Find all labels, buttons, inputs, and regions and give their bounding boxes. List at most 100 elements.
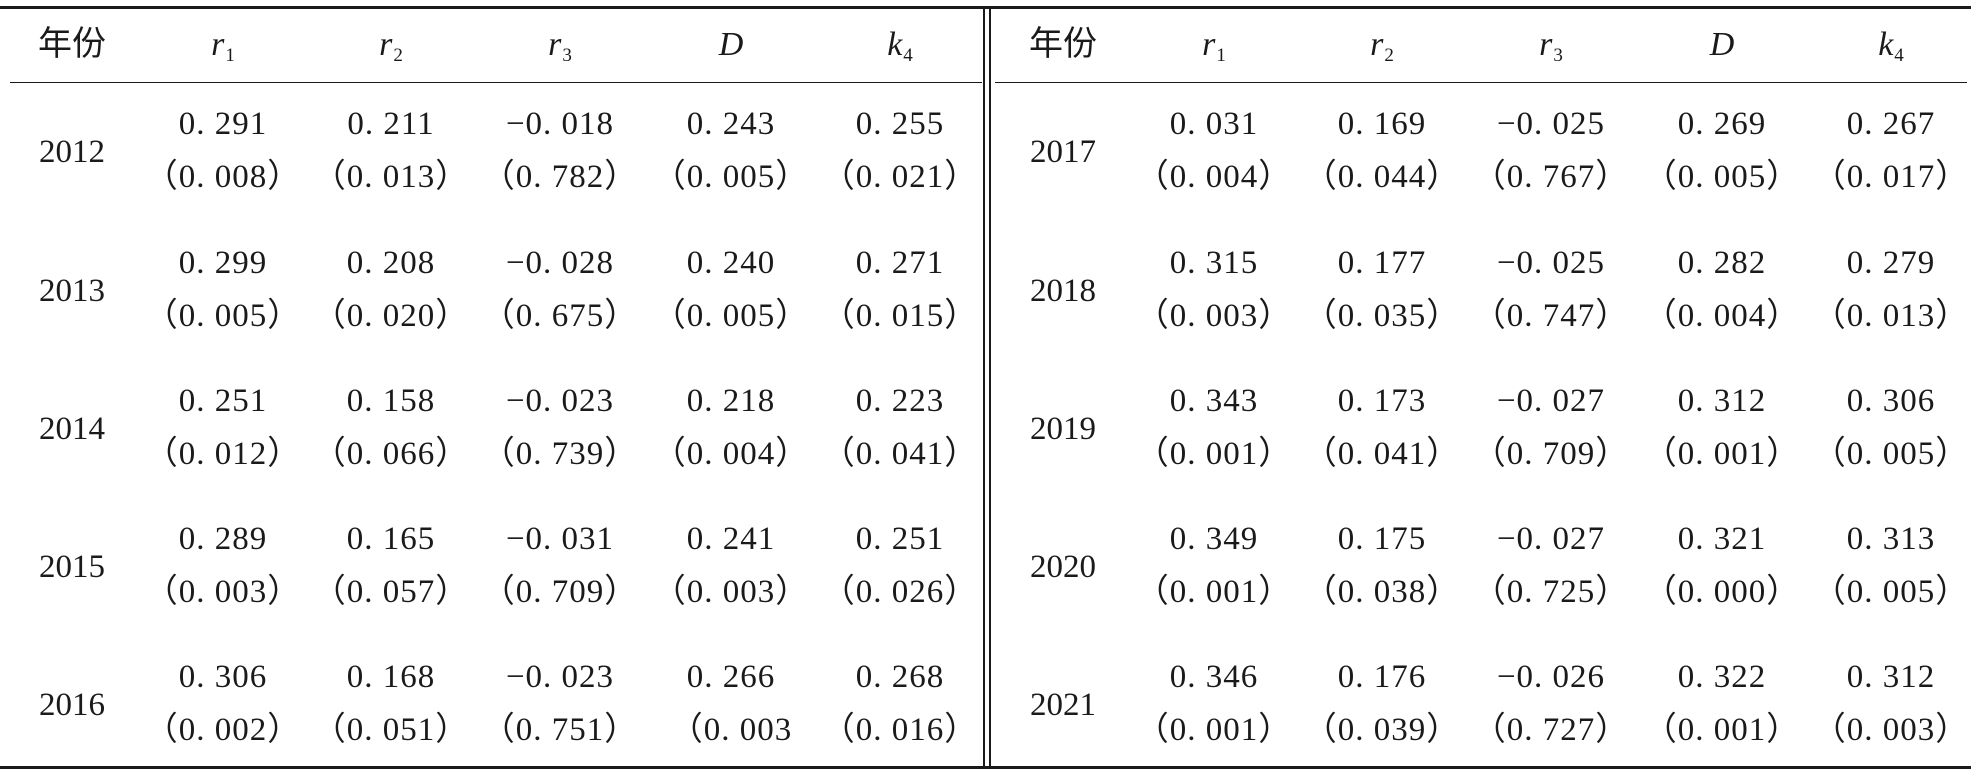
- row-year: 2020: [1030, 549, 1096, 585]
- coef-value: 0. 176: [1337, 659, 1427, 695]
- row-year: 2016: [39, 687, 105, 723]
- p-value: （0. 005）: [652, 298, 810, 334]
- p-value: （0. 002）: [144, 712, 302, 748]
- coef-value: −0. 027: [1496, 383, 1606, 419]
- p-value: （0. 725）: [1472, 574, 1630, 610]
- p-value: （0. 038）: [1303, 574, 1461, 610]
- coef-value: 0. 177: [1337, 245, 1427, 281]
- coef-value: 0. 223: [855, 383, 945, 419]
- p-value: （0. 008）: [144, 159, 302, 195]
- p-value: （0. 782）: [481, 159, 639, 195]
- coef-value: 0. 175: [1337, 521, 1427, 557]
- p-value: （0. 004）: [1135, 159, 1293, 195]
- header-col-d: D: [718, 26, 744, 63]
- coef-value: 0. 173: [1337, 383, 1427, 419]
- coef-value: 0. 312: [1677, 383, 1767, 419]
- coef-value: 0. 243: [686, 106, 776, 142]
- coef-value: 0. 321: [1677, 521, 1767, 557]
- table-bottom-rule: [0, 766, 1971, 769]
- coef-value: 0. 251: [178, 383, 268, 419]
- table-top-rule: [0, 6, 1971, 9]
- coef-value: 0. 349: [1169, 521, 1259, 557]
- header-col-k4: k4: [1878, 26, 1904, 66]
- p-value: （0. 041）: [821, 436, 979, 472]
- coef-value: 0. 218: [686, 383, 776, 419]
- coef-value: 0. 279: [1846, 245, 1936, 281]
- header-year: 年份: [1029, 26, 1097, 63]
- p-value: （0. 003）: [1812, 712, 1970, 748]
- panel-divider-line: [983, 7, 985, 768]
- row-year: 2019: [1030, 411, 1096, 447]
- coef-value: 0. 255: [855, 106, 945, 142]
- header-col-r1: r1: [211, 26, 235, 66]
- header-rule-right: [995, 82, 1967, 83]
- header-rule-left: [10, 82, 982, 83]
- p-value: （0. 001）: [1135, 574, 1293, 610]
- coef-value: 0. 289: [178, 521, 268, 557]
- p-value: （0. 005）: [652, 159, 810, 195]
- coef-value: −0. 031: [505, 521, 615, 557]
- coef-value: 0. 208: [346, 245, 436, 281]
- coef-value: 0. 251: [855, 521, 945, 557]
- coef-value: 0. 313: [1846, 521, 1936, 557]
- coef-value: 0. 306: [178, 659, 268, 695]
- coef-value: 0. 312: [1846, 659, 1936, 695]
- coef-value: 0. 271: [855, 245, 945, 281]
- coef-value: 0. 268: [855, 659, 945, 695]
- coef-value: 0. 168: [346, 659, 436, 695]
- coef-value: 0. 315: [1169, 245, 1259, 281]
- p-value: （0. 041）: [1303, 436, 1461, 472]
- header-year: 年份: [38, 26, 106, 63]
- p-value: （0. 001）: [1135, 436, 1293, 472]
- header-col-r3: r3: [548, 26, 572, 66]
- coef-value: −0. 025: [1496, 106, 1606, 142]
- p-value: （0. 012）: [144, 436, 302, 472]
- row-year: 2017: [1030, 134, 1096, 170]
- row-year: 2014: [39, 411, 105, 447]
- coef-value: 0. 241: [686, 521, 776, 557]
- p-value: （0. 021）: [821, 159, 979, 195]
- coef-value: 0. 306: [1846, 383, 1936, 419]
- p-value: （0. 747）: [1472, 298, 1630, 334]
- p-value: （0. 003）: [652, 574, 810, 610]
- p-value: （0. 066）: [312, 436, 470, 472]
- p-value: （0. 767）: [1472, 159, 1630, 195]
- p-value: （0. 026）: [821, 574, 979, 610]
- header-col-r2: r2: [1370, 26, 1394, 66]
- row-year: 2013: [39, 273, 105, 309]
- p-value: （0. 015）: [821, 298, 979, 334]
- coef-value: 0. 269: [1677, 106, 1767, 142]
- coef-value: −0. 018: [505, 106, 615, 142]
- p-value: （0. 017）: [1812, 159, 1970, 195]
- p-value: （0. 005）: [1643, 159, 1801, 195]
- coef-value: −0. 023: [505, 659, 615, 695]
- p-value: （0. 004）: [652, 436, 810, 472]
- coef-value: 0. 158: [346, 383, 436, 419]
- header-col-k4: k4: [887, 26, 913, 66]
- p-value: （0. 051）: [312, 712, 470, 748]
- header-col-r1: r1: [1202, 26, 1226, 66]
- coef-value: 0. 267: [1846, 106, 1936, 142]
- p-value: （0. 005）: [1812, 574, 1970, 610]
- row-year: 2018: [1030, 273, 1096, 309]
- p-value: （0. 000）: [1643, 574, 1801, 610]
- coef-value: 0. 291: [178, 106, 268, 142]
- coef-value: −0. 027: [1496, 521, 1606, 557]
- header-col-r2: r2: [379, 26, 403, 66]
- coef-value: −0. 023: [505, 383, 615, 419]
- coef-value: 0. 282: [1677, 245, 1767, 281]
- header-col-d: D: [1709, 26, 1735, 63]
- coef-value: 0. 169: [1337, 106, 1427, 142]
- coef-value: 0. 346: [1169, 659, 1259, 695]
- coef-value: 0. 299: [178, 245, 268, 281]
- coef-value: 0. 165: [346, 521, 436, 557]
- coef-value: −0. 026: [1496, 659, 1606, 695]
- p-value: （0. 003）: [1135, 298, 1293, 334]
- header-col-r3: r3: [1539, 26, 1563, 66]
- row-year: 2015: [39, 549, 105, 585]
- p-value: （0. 727）: [1472, 712, 1630, 748]
- panel-divider-line: [989, 7, 991, 768]
- p-value: （0. 013）: [312, 159, 470, 195]
